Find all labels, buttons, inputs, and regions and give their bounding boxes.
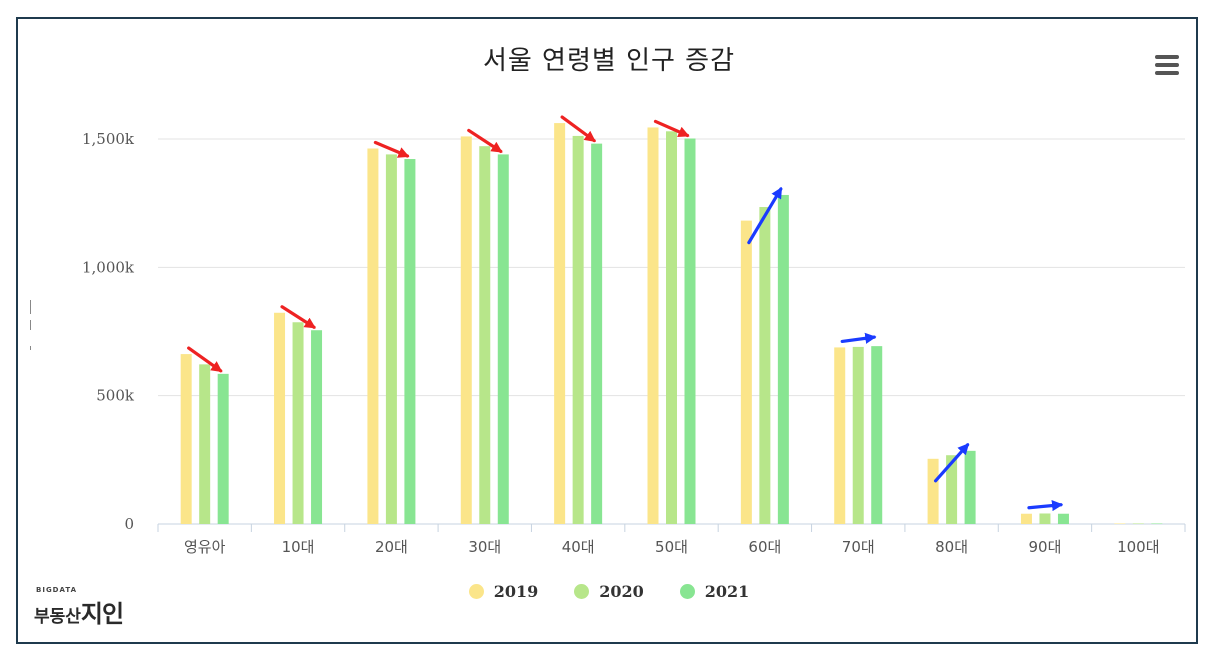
- bar-2021[interactable]: [591, 143, 603, 524]
- trend-arrow-increase: [840, 332, 877, 344]
- y-tick-label: 1,000k: [82, 258, 135, 276]
- x-tick-label: 70대: [842, 538, 875, 556]
- trend-arrow-decrease: [467, 128, 503, 153]
- bar-2021[interactable]: [684, 138, 696, 524]
- bar-2021[interactable]: [777, 194, 789, 524]
- x-tick-label: 50대: [655, 538, 688, 556]
- bar-2019[interactable]: [834, 347, 846, 524]
- bar-2021[interactable]: [1151, 523, 1163, 524]
- bar-2021[interactable]: [311, 330, 323, 524]
- y-tick-label: 1,500k: [82, 130, 135, 148]
- bar-2019[interactable]: [1114, 523, 1126, 524]
- bar-2020[interactable]: [1039, 513, 1051, 524]
- bar-2019[interactable]: [1020, 513, 1032, 524]
- legend-dot-2019: [468, 584, 484, 599]
- x-tick-label: 30대: [468, 538, 501, 556]
- legend-label-2019: 2019: [493, 582, 539, 601]
- y-tick-label: 500k: [96, 387, 135, 405]
- bar-2020[interactable]: [572, 135, 584, 525]
- bar-2020[interactable]: [666, 131, 677, 525]
- x-tick-label: 100대: [1117, 538, 1159, 556]
- logo-text-b: 지인: [80, 600, 124, 628]
- chart-title: 서울 연령별 인구 증감: [482, 46, 736, 76]
- legend-label-2021: 2021: [704, 582, 750, 601]
- bar-2020[interactable]: [385, 154, 397, 524]
- bar-2021[interactable]: [1057, 513, 1069, 524]
- x-tick-label: 40대: [562, 538, 595, 556]
- y-axis-label-mark: [30, 300, 31, 350]
- bar-2019[interactable]: [927, 458, 939, 524]
- bar-2019[interactable]: [460, 136, 472, 524]
- x-tick-label: 60대: [748, 538, 781, 556]
- legend-dot-2020: [574, 584, 590, 599]
- x-tick-label: 영유아: [184, 538, 226, 556]
- bar-2020[interactable]: [946, 455, 958, 524]
- bar-2019[interactable]: [554, 123, 566, 524]
- logo-main-text: 부동산지인: [34, 594, 124, 629]
- bar-2020[interactable]: [199, 364, 211, 524]
- trend-arrow-increase: [747, 187, 783, 245]
- hamburger-menu-icon[interactable]: [1152, 52, 1182, 78]
- bar-2019[interactable]: [740, 220, 752, 524]
- bar-2020[interactable]: [292, 322, 304, 524]
- legend-item-2021[interactable]: 2021: [679, 582, 750, 601]
- x-tick-label: 20대: [375, 538, 408, 556]
- trend-arrow-decrease: [373, 140, 410, 158]
- legend-item-2020[interactable]: 2020: [574, 582, 644, 601]
- legend-item-2019[interactable]: 2019: [468, 582, 539, 601]
- bar-2020[interactable]: [1132, 523, 1144, 524]
- trend-arrow-increase: [1027, 499, 1064, 512]
- bar-2021[interactable]: [964, 450, 976, 524]
- trend-arrow-decrease: [653, 119, 690, 138]
- trend-arrow-decrease: [280, 305, 316, 329]
- trend-arrow-decrease: [560, 115, 596, 143]
- logo-text-a: 부동산: [34, 607, 81, 627]
- bar-2019[interactable]: [367, 148, 379, 524]
- x-tick-label: 10대: [282, 538, 315, 556]
- y-tick-label: 0: [124, 515, 134, 533]
- trend-arrow-increase: [933, 443, 970, 483]
- bar-2019[interactable]: [647, 127, 659, 524]
- bar-2021[interactable]: [404, 159, 416, 524]
- logo-small-text: BIGDATA: [36, 586, 78, 594]
- bar-2020[interactable]: [759, 207, 771, 524]
- bar-2021[interactable]: [497, 154, 509, 524]
- bar-2021[interactable]: [217, 373, 229, 524]
- trend-arrow-decrease: [187, 346, 223, 373]
- bar-2021[interactable]: [871, 346, 883, 524]
- x-tick-label: 90대: [1029, 538, 1062, 556]
- chart-frame: [16, 17, 1198, 644]
- legend: 2019 2020 2021: [0, 582, 1218, 601]
- legend-label-2020: 2020: [599, 582, 644, 601]
- bar-2019[interactable]: [274, 312, 286, 524]
- bar-2020[interactable]: [479, 146, 491, 525]
- x-tick-label: 80대: [935, 538, 968, 556]
- bar-2020[interactable]: [852, 346, 864, 524]
- legend-dot-2021: [679, 584, 695, 599]
- bar-2019[interactable]: [180, 354, 192, 524]
